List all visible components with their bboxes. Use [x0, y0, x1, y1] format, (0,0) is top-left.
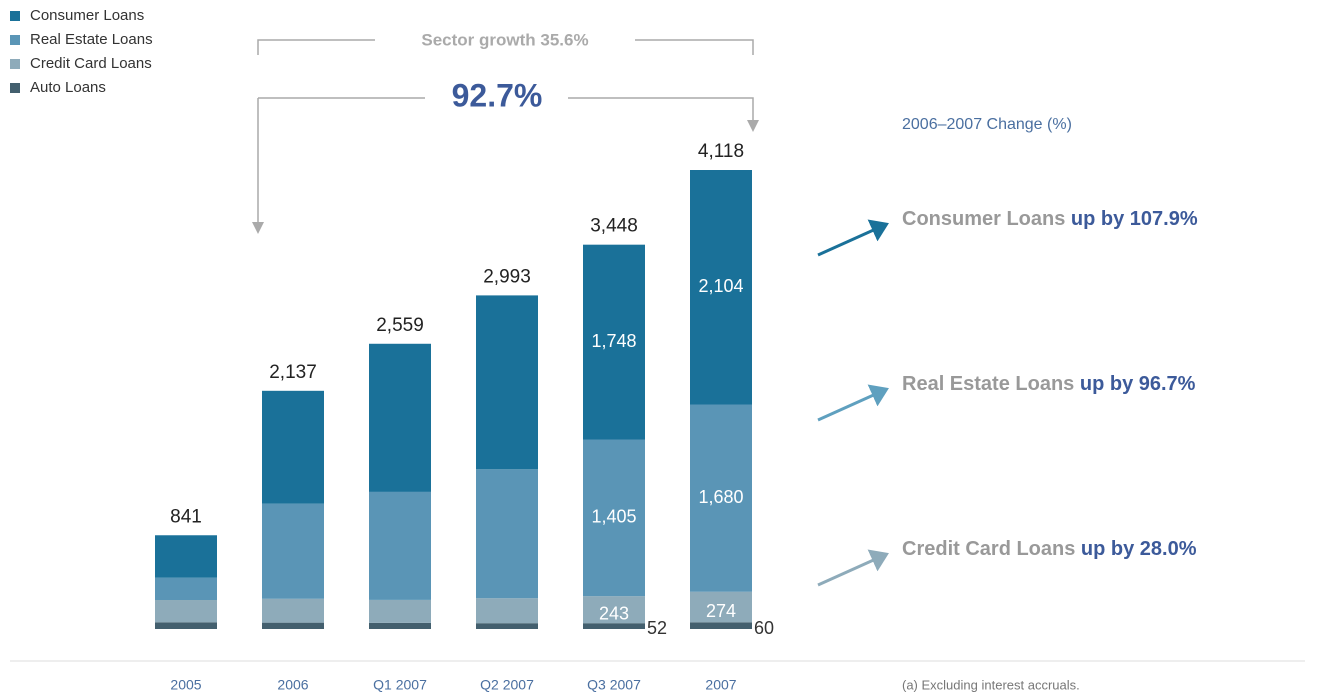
callout: Credit Card Loans up by 28.0% [902, 538, 1197, 560]
value-label: 243 [599, 603, 629, 623]
callout-change: up by 96.7% [1080, 373, 1196, 395]
bracket [568, 97, 759, 132]
x-tick-label: Q1 2007 [373, 677, 427, 693]
callout-change: up by 107.9% [1071, 208, 1198, 230]
bar-segment [262, 598, 324, 623]
value-label: 1,680 [698, 487, 743, 507]
legend-label: Credit Card Loans [30, 55, 152, 72]
bar-segment [155, 600, 217, 623]
bar-segment [690, 591, 752, 623]
bar-segment [476, 623, 538, 629]
callout-label: Credit Card Loans [902, 538, 1075, 560]
total-label: 841 [170, 506, 202, 527]
legend-swatch [10, 11, 20, 21]
total-label: 2,993 [483, 266, 531, 287]
bar-segment [583, 244, 645, 440]
growth: 92.7% [452, 77, 543, 113]
bar-segment [690, 170, 752, 405]
legend-label: Consumer Loans [30, 7, 144, 24]
total-label: 4,118 [698, 141, 744, 162]
bar-segment [262, 622, 324, 629]
x-tick-label: Q2 2007 [480, 677, 534, 693]
total-label: 3,448 [590, 216, 638, 237]
bar-segment [690, 622, 752, 629]
value-label: 60 [754, 618, 774, 638]
bar-segment [583, 623, 645, 629]
bar-segment [690, 404, 752, 592]
bar-segment [583, 596, 645, 624]
x-tick-label: 2007 [705, 677, 736, 693]
bar-segment [155, 535, 217, 578]
brackets [252, 39, 759, 234]
callout: Real Estate Loans up by 96.7% [902, 373, 1196, 395]
x-tick-label: 2005 [170, 677, 201, 693]
callout-arrow [817, 384, 889, 422]
x-tick-label: 2006 [277, 677, 308, 693]
footnote: (a) Excluding interest accruals. [902, 677, 1080, 692]
callout-arrow [817, 549, 889, 587]
total-label: 2,137 [269, 362, 317, 383]
callout-label: Real Estate Loans [902, 373, 1074, 395]
bracket [635, 39, 754, 55]
bar-segment [369, 599, 431, 623]
callout-label: Consumer Loans [902, 208, 1065, 230]
bar-segment [369, 343, 431, 492]
bracket [257, 39, 375, 55]
value-label: 1,405 [591, 507, 636, 527]
bar-segment [155, 577, 217, 601]
legend-swatch [10, 83, 20, 93]
bar-segment [369, 622, 431, 629]
bar-segment [476, 469, 538, 599]
bar-segment [155, 622, 217, 629]
callout-arrow [817, 219, 889, 257]
bar-segment [262, 503, 324, 599]
bar-segment [476, 598, 538, 624]
callout-change: up by 28.0% [1081, 538, 1197, 560]
sector-growth: Sector growth 35.6% [421, 30, 588, 49]
x-tick-label: Q3 2007 [587, 677, 641, 693]
value-label: 2,104 [698, 276, 743, 296]
value-label: 52 [647, 618, 667, 638]
bar-segment [262, 390, 324, 504]
value-label: 274 [706, 601, 736, 621]
bar-segment [583, 439, 645, 597]
legend-label: Auto Loans [30, 79, 106, 96]
bar-segment [369, 491, 431, 600]
change-title: 2006–2007 Change (%) [902, 116, 1072, 133]
legend-swatch [10, 59, 20, 69]
legend-swatch [10, 35, 20, 45]
legend-label: Real Estate Loans [30, 31, 153, 48]
total-label: 2,559 [376, 315, 424, 336]
value-label: 1,748 [591, 331, 636, 351]
bar-segment [476, 295, 538, 470]
callout: Consumer Loans up by 107.9% [902, 208, 1198, 230]
